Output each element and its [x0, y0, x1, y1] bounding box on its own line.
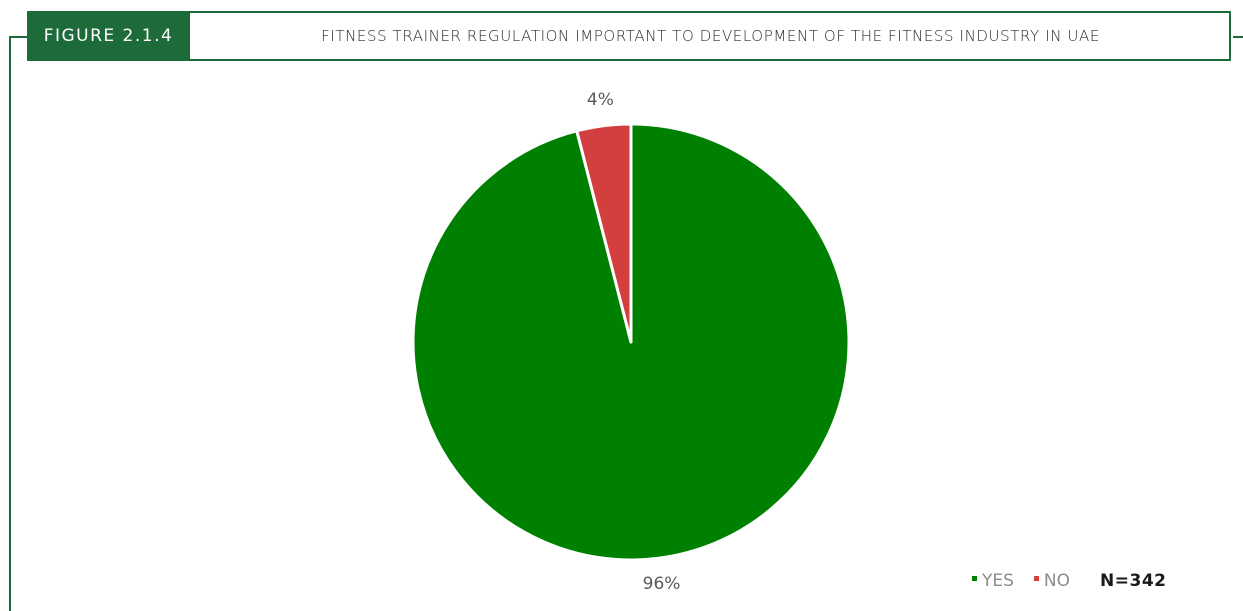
frame-rule-left-top	[9, 36, 27, 38]
legend-swatch-yes	[972, 575, 977, 581]
data-label-yes: 96%	[643, 574, 681, 594]
pie-slice-no	[575, 122, 633, 344]
legend-label-yes: YES	[982, 571, 1014, 591]
data-label-no: 4%	[587, 90, 614, 110]
sample-size-label: N=342	[1100, 571, 1167, 591]
figure-title: FITNESS TRAINER REGULATION IMPORTANT TO …	[321, 27, 1100, 45]
legend-item-no: NO	[1033, 571, 1071, 591]
figure-number-label: FIGURE 2.1.4	[27, 11, 190, 61]
legend-swatch-no	[1033, 575, 1039, 581]
frame-rule-right-top	[1233, 36, 1243, 38]
frame-rule-left	[9, 36, 11, 611]
chart-legend: YES NO N=342	[972, 568, 1167, 594]
legend-label-no: NO	[1043, 571, 1071, 591]
legend-item-yes: YES	[972, 571, 1014, 591]
